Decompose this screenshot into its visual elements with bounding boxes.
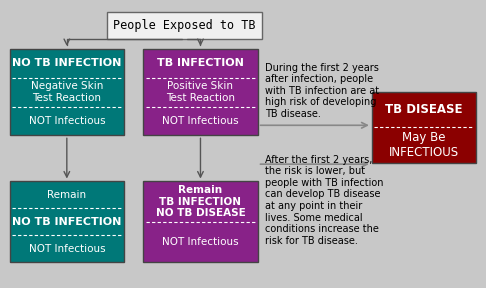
Text: TB INFECTION: TB INFECTION bbox=[157, 58, 244, 68]
FancyBboxPatch shape bbox=[10, 49, 124, 135]
Text: NOT Infectious: NOT Infectious bbox=[162, 116, 239, 126]
Text: Remain: Remain bbox=[47, 190, 87, 200]
Text: People Exposed to TB: People Exposed to TB bbox=[113, 19, 256, 32]
Text: Positive Skin
Test Reaction: Positive Skin Test Reaction bbox=[166, 81, 235, 103]
FancyBboxPatch shape bbox=[10, 181, 124, 262]
Text: NO TB INFECTION: NO TB INFECTION bbox=[12, 58, 122, 68]
Text: After the first 2 years,
the risk is lower, but
people with TB infection
can dev: After the first 2 years, the risk is low… bbox=[265, 155, 383, 246]
Text: Remain
TB INFECTION
NO TB DISEASE: Remain TB INFECTION NO TB DISEASE bbox=[156, 185, 245, 218]
Text: NO TB INFECTION: NO TB INFECTION bbox=[12, 217, 122, 227]
FancyBboxPatch shape bbox=[143, 181, 258, 262]
Text: NOT Infectious: NOT Infectious bbox=[29, 116, 105, 126]
Text: Negative Skin
Test Reaction: Negative Skin Test Reaction bbox=[31, 81, 103, 103]
Text: During the first 2 years
after infection, people
with TB infection are at
high r: During the first 2 years after infection… bbox=[265, 62, 379, 119]
Text: NOT Infectious: NOT Infectious bbox=[29, 244, 105, 254]
Text: May Be
INFECTIOUS: May Be INFECTIOUS bbox=[389, 131, 459, 159]
FancyBboxPatch shape bbox=[143, 49, 258, 135]
FancyBboxPatch shape bbox=[372, 92, 476, 163]
FancyBboxPatch shape bbox=[107, 12, 262, 39]
Text: NOT Infectious: NOT Infectious bbox=[162, 237, 239, 247]
Text: TB DISEASE: TB DISEASE bbox=[385, 103, 463, 116]
